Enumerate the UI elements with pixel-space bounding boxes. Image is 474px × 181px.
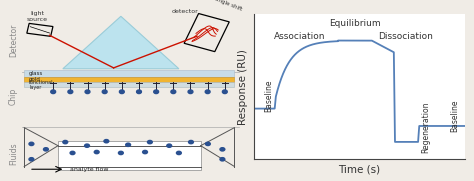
Text: Baseline: Baseline [264,79,273,112]
Circle shape [68,90,73,94]
Circle shape [43,147,49,152]
Text: analyte flow: analyte flow [70,167,109,172]
Circle shape [205,142,211,146]
Circle shape [219,157,226,162]
Circle shape [28,142,35,146]
Circle shape [154,90,159,94]
Circle shape [205,90,210,94]
Text: Fluids: Fluids [9,143,18,165]
Text: angle shift: angle shift [214,0,243,12]
Circle shape [28,157,35,162]
Polygon shape [63,16,179,69]
Text: light
source: light source [27,11,48,22]
Circle shape [171,90,176,94]
Y-axis label: Response (RU): Response (RU) [238,49,248,125]
Circle shape [93,150,100,154]
Bar [184,14,229,52]
Circle shape [51,90,55,94]
Circle shape [176,151,182,155]
Text: Detector: Detector [9,23,18,56]
Circle shape [119,90,124,94]
Circle shape [69,151,76,155]
Circle shape [62,140,68,144]
Circle shape [85,90,90,94]
Circle shape [219,147,226,152]
Text: Association: Association [274,32,326,41]
Circle shape [137,90,141,94]
Circle shape [188,140,194,144]
Bar [24,70,235,77]
Circle shape [222,90,227,94]
Circle shape [142,150,148,154]
Circle shape [147,140,153,144]
Bar [58,141,201,170]
Text: glass: glass [29,71,43,76]
Circle shape [84,143,90,148]
Bar [24,77,235,82]
Circle shape [166,143,173,148]
Circle shape [188,90,193,94]
X-axis label: Time (s): Time (s) [338,165,380,175]
Circle shape [103,139,109,144]
Text: Equilibrium: Equilibrium [329,19,381,28]
Text: functional
layer: functional layer [29,79,54,90]
Text: gold: gold [29,77,41,82]
Text: detector: detector [172,9,198,14]
Bar [24,82,235,87]
Text: Regeneration: Regeneration [421,102,430,153]
Circle shape [125,142,131,147]
Circle shape [102,90,107,94]
Text: Chip: Chip [9,87,18,105]
Circle shape [118,151,124,155]
Text: Baseline: Baseline [450,100,459,132]
Text: Dissociation: Dissociation [378,32,433,41]
Bar [27,23,53,36]
